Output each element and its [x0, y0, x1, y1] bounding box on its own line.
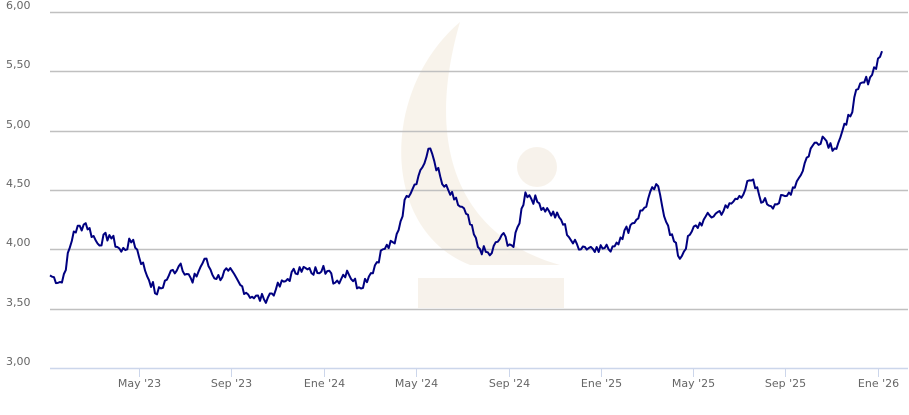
x-axis — [139, 368, 879, 377]
y-tick-label: 4,50 — [6, 176, 31, 190]
x-tick-label: Ene '26 — [857, 377, 900, 390]
x-tick-label: May '25 — [671, 377, 716, 390]
y-tick-label: 5,50 — [6, 57, 31, 71]
grid-lines — [50, 11, 908, 370]
x-tick-label: Sep '24 — [488, 377, 531, 390]
x-tick-label: May '24 — [394, 377, 439, 390]
y-tick-label: 6,00 — [6, 0, 31, 12]
x-tick-label: Ene '25 — [580, 377, 623, 390]
x-tick-label: May '23 — [117, 377, 162, 390]
y-tick-label: 3,50 — [6, 295, 31, 309]
price-line — [49, 50, 883, 304]
y-tick-label: 3,00 — [6, 354, 31, 368]
x-tick-label: Sep '23 — [210, 377, 253, 390]
y-tick-label: 4,00 — [6, 235, 31, 249]
watermark-logo — [401, 22, 564, 308]
x-tick-label: Sep '25 — [764, 377, 807, 390]
y-tick-label: 5,00 — [6, 117, 31, 131]
x-tick-label: Ene '24 — [303, 377, 346, 390]
